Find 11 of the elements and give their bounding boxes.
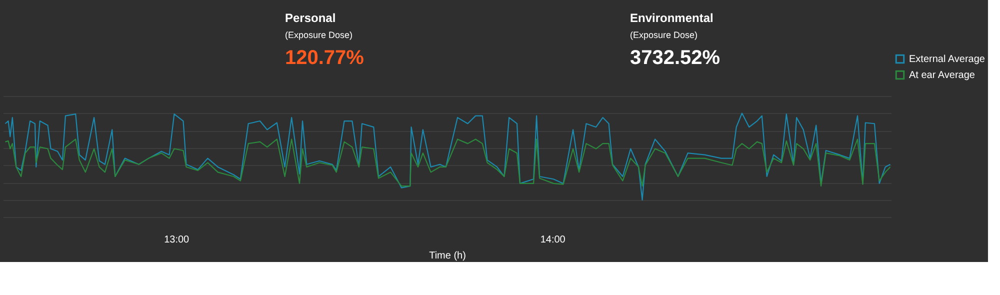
text: 3732.52%: [630, 47, 720, 69]
x-tick-label: 14:00: [540, 234, 566, 246]
text: Personal: [285, 11, 336, 25]
text: 120.77%: [285, 47, 364, 69]
text: (Exposure Dose): [630, 30, 698, 40]
legend-label: At ear Average: [909, 70, 976, 81]
x-axis-title: Time (h): [429, 250, 466, 262]
x-tick-label: 13:00: [164, 234, 190, 246]
text: (Exposure Dose): [285, 30, 353, 40]
legend-label: External Average: [909, 54, 986, 65]
text: Environmental: [630, 11, 714, 25]
